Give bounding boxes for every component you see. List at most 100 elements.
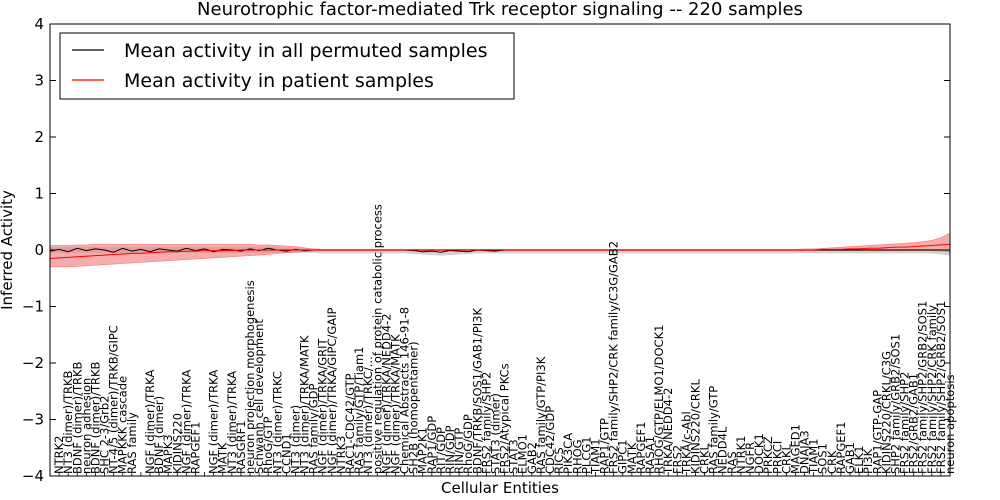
x-entity-label: BDNF (dimer)	[152, 396, 166, 474]
x-entity-label: FRS2 family/SHP2/GRB2/SOS1	[934, 301, 948, 474]
x-entity-label: RIT/GDP	[434, 427, 448, 474]
x-entity-label: NGF (dimer)/TRKA/NEDD4-2	[379, 313, 393, 474]
x-entity-label: TIAM1	[807, 438, 821, 475]
x-entity-label: NTRK1	[734, 436, 748, 474]
x-entity-label: NT3 (dimer)/TRKC	[270, 371, 284, 474]
x-entity-label: Schwann cell development	[252, 319, 266, 474]
x-entity-label: NGF (dimer)/TRKA	[179, 370, 193, 474]
x-entity-label: SHC 2-3/Grb2	[98, 395, 112, 474]
x-entity-label: RAS family/GTP	[707, 386, 721, 474]
x-entity-label: NT3 (dimer)/TRKB	[61, 370, 75, 474]
x-entity-label: RAS	[725, 451, 739, 474]
x-entity-label: NTRK3	[334, 436, 348, 474]
x-entity-label: BDNF (dimer)/TRKB	[88, 361, 102, 474]
x-entity-label: CRKL	[698, 443, 712, 474]
y-tick-label: −2	[22, 354, 44, 372]
legend-label-permuted: Mean activity in all permuted samples	[124, 40, 487, 62]
x-entity-label: RAP1/GTP	[598, 418, 612, 474]
x-entity-label: GIPC1	[616, 439, 630, 474]
x-entity-label: ELK1	[852, 445, 866, 474]
x-entity-label: RhoG/GDP	[461, 414, 475, 474]
x-entity-label: RAPGEF1	[834, 422, 848, 474]
y-tick-label: 3	[34, 72, 44, 90]
y-tick-label: −4	[22, 467, 44, 485]
x-entity-label: FRS2 family/SHP2/CRK family/C3G/GAB2	[607, 241, 621, 474]
legend-box	[59, 32, 515, 100]
x-entity-label: RASA1	[643, 436, 657, 474]
x-entity-label: NT3 (dimer)/TRKA	[225, 371, 239, 474]
x-entity-label: ELMO1	[516, 434, 530, 474]
x-entity-label: RAC1-CDC42/GTP	[343, 373, 357, 474]
x-entity-label: FRS2 family/SHP2/CRK family	[925, 305, 939, 474]
x-entity-label: NEDD4L	[716, 426, 730, 474]
x-entity-label: FRS2/GRB2/GAB1	[907, 373, 921, 474]
x-entity-label: MAPK3	[161, 434, 175, 474]
x-entity-label: NGF (dimer)/TRKA/GRIT	[316, 337, 330, 474]
x-entity-label: PRKCI	[770, 441, 784, 474]
x-entity-label: RAS family/GDP	[307, 384, 321, 474]
x-entity-label: PRKCZ	[761, 436, 775, 474]
x-entity-label: GAB1	[843, 442, 857, 474]
y-axis-ticks: −4 −3 −2 −1 0 1 2 3 4	[22, 15, 950, 485]
x-entity-label: SOS1	[816, 443, 830, 474]
y-tick-label: 0	[34, 241, 44, 259]
x-entity-label: RAS family/GTP/PI3K	[534, 356, 548, 474]
series-lines	[49, 243, 951, 259]
x-entity-label: RIN/GTP	[452, 428, 466, 474]
x-entity-label: DOCK1	[752, 433, 766, 474]
x-entity-label: TRKA/NEDD4-2	[661, 388, 675, 475]
x-entity-label: GAB2	[525, 442, 539, 474]
x-entity-label: RICS	[552, 447, 566, 474]
x-entity-label: DNAJA3	[798, 430, 812, 474]
x-entity-label: PLCG1	[579, 436, 593, 474]
x-entity-label: NT-4/5 (dimer)/TRKB/GIPC	[107, 325, 121, 474]
x-entity-label: NGF (dimer)/TRKA/MATK	[388, 334, 402, 474]
x-entity-label: NT3 (dimer)	[288, 405, 302, 474]
x-entity-label: MAP2K1	[416, 427, 430, 474]
legend-label-patient: Mean activity in patient samples	[124, 70, 434, 92]
y-tick-label: 2	[34, 128, 44, 146]
x-entity-label: NGF (dimer)/TRKA	[143, 370, 157, 474]
x-entity-label: RAP1/GTP-GAP	[870, 390, 884, 474]
x-entity-label: NT3 (dimer)/TRKA/MATK	[298, 335, 312, 474]
x-entity-label: FRS2/Atypical PKCs	[498, 363, 512, 474]
x-entity-label: FRS2	[670, 445, 684, 474]
x-entity-label: CCND1	[279, 433, 293, 474]
x-entity-label: SH2B (homopentamer)	[407, 341, 421, 474]
x-entity-label: RAS family/GTP/Tiam1	[352, 347, 366, 474]
x-entity-label: CRKL	[779, 443, 793, 474]
x-entity-label: RHOG/GTP/ELMO1/DOCK1	[652, 325, 666, 474]
x-entity-label: KIDINS220/CRKL/C3G	[879, 351, 893, 474]
y-tick-label: 4	[34, 15, 44, 33]
x-entity-label: FRS2 family/SHP2	[898, 372, 912, 474]
x-entity-label: BDNF (dimer)/TRKB	[70, 361, 84, 474]
x-entity-label: neuron projection morphogenesis	[243, 280, 257, 474]
x-entity-label: PI3K	[861, 448, 875, 474]
x-entity-label: RAPGEF1	[634, 422, 648, 474]
x-entity-label: NGFR	[743, 442, 757, 474]
x-entity-label: SHP2 family/GRB2/SOS1	[888, 334, 902, 474]
x-entity-label: Chemical Abstracts 146-91-8	[398, 307, 412, 474]
x-entity-label: TRKA/c-Abl	[679, 411, 693, 475]
x-entity-label: KIDINS220	[170, 413, 184, 474]
series-line-patient	[49, 243, 951, 259]
plot-border	[49, 23, 951, 477]
x-entity-label: RAS family	[125, 412, 139, 474]
y-axis-label: Inferred Activity	[0, 190, 16, 310]
x-entity-label: RhoG/GTP	[261, 416, 275, 474]
y-tick-label: −3	[22, 411, 44, 429]
x-entity-label: RIN/GDP	[443, 425, 457, 474]
x-entity-label: RHOG	[570, 439, 584, 474]
legend: Mean activity in all permuted samples Me…	[59, 32, 515, 100]
x-entity-label: RAP1/GDP	[425, 416, 439, 474]
x-entity-label: RAPGEF1	[188, 422, 202, 474]
x-axis-label: Cellular Entities	[441, 479, 559, 497]
x-entity-label: NT3 (dimer)/TRKC/...	[361, 356, 375, 474]
x-entity-label: NGF (dimer)/TRKA/GIPC/GAIP	[325, 307, 339, 474]
chart-title: Neurotrophic factor-mediated Trk recepto…	[197, 0, 803, 20]
x-entity-label: KIDINS220/CRKL	[688, 379, 702, 474]
x-entity-label: NTRK2	[52, 436, 66, 474]
x-entity-label: MATK	[625, 442, 639, 474]
